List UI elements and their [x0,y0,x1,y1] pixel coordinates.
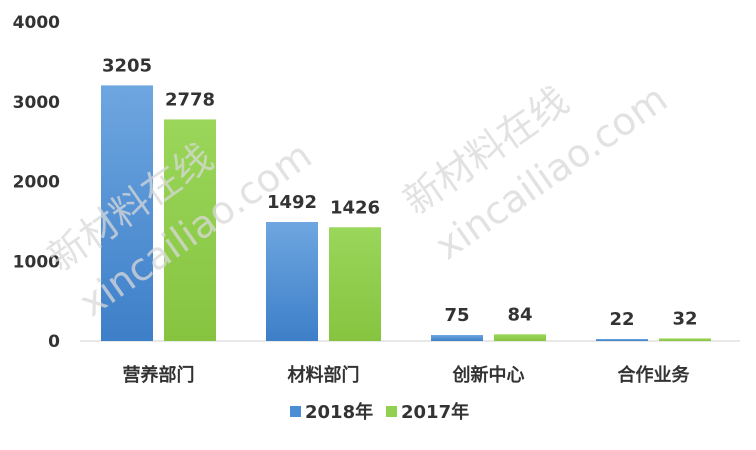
data-labels: 3205 2778 1492 1426 75 84 22 32 [102,55,698,330]
data-label-1-0: 2778 [165,89,215,110]
data-label-0-1: 1492 [267,192,317,213]
y-tick-label-3: 3000 [13,93,60,113]
bar-s0-3 [596,339,648,341]
data-label-1-2: 84 [507,304,532,325]
category-label-1: 材料部门 [288,364,360,386]
data-label-0-0: 3205 [102,55,152,76]
category-label-2: 创新中心 [452,364,525,386]
y-tick-label-1: 1000 [13,252,60,272]
y-axis-ticks: 0 1000 2000 3000 4000 [13,13,60,352]
bar-s1-0 [164,119,216,341]
data-label-0-2: 75 [444,305,469,326]
bar-s0-1 [266,222,318,341]
bar-s1-3 [659,338,711,341]
legend-label-1: 2017年 [401,401,469,423]
legend-swatch-1 [386,406,397,417]
y-tick-label-2: 2000 [13,173,60,193]
bars [101,85,711,342]
bar-s1-2 [494,334,546,341]
legend-swatch-0 [290,406,301,417]
y-tick-label-4: 4000 [13,13,60,33]
data-label-1-3: 32 [672,308,697,329]
category-label-3: 合作业务 [618,364,691,386]
category-label-0: 营养部门 [123,364,195,386]
watermark-right: 新材料在线 xincailiao.com [396,76,676,268]
bar-s0-2 [431,335,483,341]
category-labels: 营养部门 材料部门 创新中心 合作业务 [123,364,691,386]
bar-s1-1 [329,227,381,341]
data-label-0-3: 22 [609,309,634,330]
bar-s0-0 [101,85,153,342]
data-label-1-1: 1426 [330,197,380,218]
legend-label-0: 2018年 [305,401,373,423]
y-tick-label-0: 0 [48,332,60,352]
legend: 2018年 2017年 [290,401,469,423]
